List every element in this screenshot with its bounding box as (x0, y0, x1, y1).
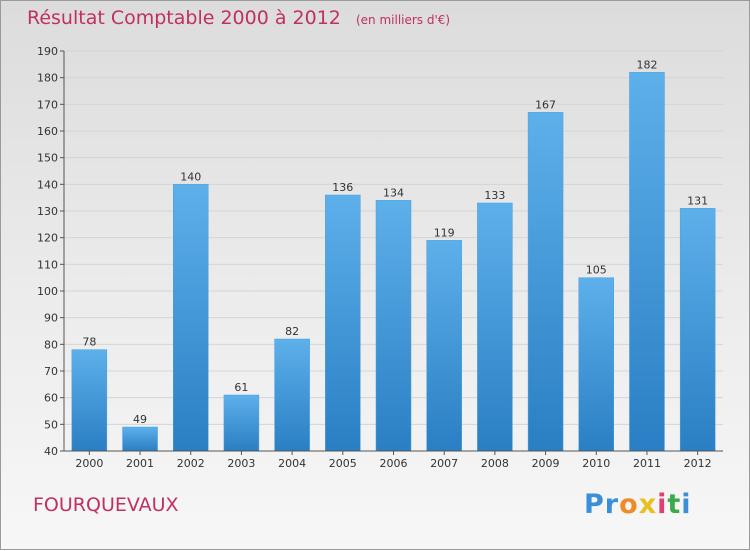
logo-letter: i (681, 489, 692, 520)
y-tick-label: 120 (37, 232, 58, 245)
logo-letter: i (657, 489, 668, 520)
y-tick-label: 160 (37, 125, 58, 138)
x-tick-label: 2002 (177, 457, 205, 470)
bar-2003 (223, 394, 260, 452)
bar-2009 (527, 112, 564, 452)
bar-2010 (578, 277, 615, 452)
bar-value-label: 133 (484, 189, 505, 202)
bar-2002 (172, 184, 209, 452)
logo-letter: o (619, 489, 639, 520)
bar-layer (71, 72, 716, 452)
bar-value-label: 105 (586, 264, 607, 277)
bar-2001 (122, 426, 158, 452)
y-tick-label: 70 (44, 365, 58, 378)
bar-2008 (477, 202, 513, 452)
y-tick-label: 140 (37, 178, 58, 191)
logo-letter: t (667, 489, 682, 520)
x-tick-label: 2009 (532, 457, 560, 470)
x-tick-label: 2004 (278, 457, 306, 470)
commune-name: FOURQUEVAUX (33, 494, 179, 516)
x-tick-label: 2010 (582, 457, 610, 470)
chart-subtitle: (en milliers d'€) (355, 13, 451, 27)
y-tick-label: 190 (37, 45, 58, 58)
bar-2011 (629, 72, 665, 452)
bar-value-label: 136 (332, 181, 353, 194)
x-tick-label: 2012 (684, 457, 712, 470)
y-tick-label: 50 (44, 418, 58, 431)
bar-value-label: 49 (133, 413, 147, 426)
bar-value-label: 167 (535, 98, 556, 111)
x-tick-label: 2008 (481, 457, 509, 470)
bar-2006 (375, 200, 412, 452)
logo-letter: x (638, 489, 658, 520)
y-tick-label: 170 (37, 98, 58, 111)
y-tick-label: 40 (44, 445, 58, 458)
bar-2004 (274, 338, 310, 452)
y-tick-label: 90 (44, 312, 58, 325)
axis-layer (60, 50, 723, 455)
proxiti-logo[interactable]: Proxiti (584, 489, 692, 520)
x-tick-label: 2011 (633, 457, 661, 470)
logo-letter: P (584, 489, 605, 520)
bar-value-label: 82 (285, 325, 299, 338)
chart-title: Résultat Comptable 2000 à 2012 (27, 7, 341, 29)
bar-2007 (426, 240, 462, 452)
bar-value-label: 134 (383, 186, 404, 199)
x-tick-label: 2003 (227, 457, 255, 470)
y-tick-label: 110 (37, 258, 58, 271)
y-tick-label: 150 (37, 152, 58, 165)
x-tick-label: 2000 (75, 457, 103, 470)
x-tick-label: 2001 (126, 457, 154, 470)
x-tick-label: 2007 (430, 457, 458, 470)
bar-2012 (679, 208, 716, 452)
y-tick-label: 100 (37, 285, 58, 298)
bar-2000 (71, 349, 108, 452)
y-tick-label: 130 (37, 205, 58, 218)
bar-value-label: 131 (687, 194, 708, 207)
y-tick-label: 80 (44, 338, 58, 351)
chart-title-row: Résultat Comptable 2000 à 2012 (en milli… (27, 7, 450, 29)
bar-value-label: 78 (82, 336, 96, 349)
x-tick-label: 2006 (380, 457, 408, 470)
bar-value-label: 140 (180, 170, 201, 183)
x-tick-label: 2005 (329, 457, 357, 470)
y-tick-label: 180 (37, 72, 58, 85)
bar-value-label: 61 (234, 381, 248, 394)
bar-value-label: 119 (434, 226, 455, 239)
logo-letter: r (604, 489, 620, 520)
label-layer: 40 50 60 70 80 90 100 110 120 130 140 150 160 170 180 1… (37, 45, 712, 470)
bar-2005 (325, 194, 361, 452)
y-tick-label: 60 (44, 392, 58, 405)
bar-value-label: 182 (636, 58, 657, 71)
